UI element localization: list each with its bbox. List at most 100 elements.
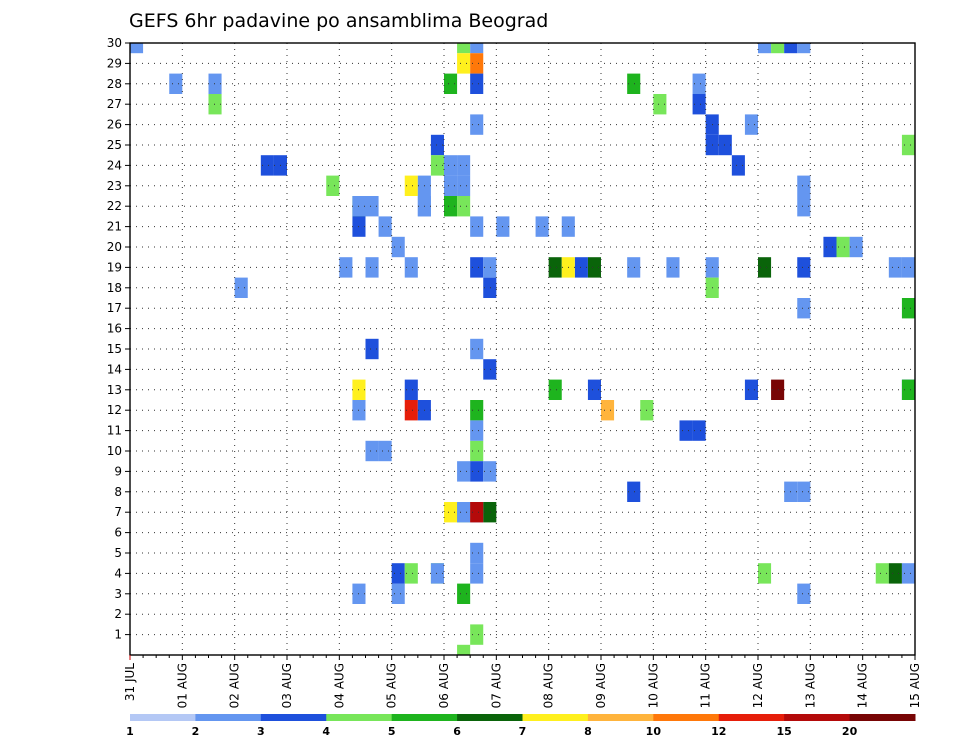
heatmap-cell: [470, 73, 484, 94]
heatmap-cell: [444, 502, 458, 523]
heatmap-cell: [457, 43, 471, 54]
y-tick-label: 6: [114, 526, 122, 540]
x-tick-label: 04 AUG: [332, 663, 346, 708]
x-tick-label: 13 AUG: [803, 663, 817, 708]
colorbar-segment: [522, 714, 589, 721]
heatmap-cell: [653, 94, 667, 115]
heatmap-cell: [208, 73, 222, 94]
heatmap-cell: [365, 338, 379, 360]
x-tick-label: 06 AUG: [437, 663, 451, 708]
heatmap-cell: [627, 481, 641, 502]
heatmap-cell: [365, 440, 379, 462]
heatmap-cell: [457, 461, 471, 482]
x-tick-label: 09 AUG: [594, 663, 608, 708]
x-tick-label: 08 AUG: [542, 663, 556, 708]
heatmap-cell: [470, 114, 484, 135]
x-tick-label: 01 AUG: [175, 663, 189, 708]
x-tick-label: 02 AUG: [228, 663, 242, 708]
heatmap-cell: [470, 400, 484, 421]
y-tick-label: 26: [107, 118, 122, 132]
heatmap-cell: [797, 196, 811, 217]
colorbar-segment: [718, 714, 785, 721]
plot-frame: [129, 42, 916, 656]
heatmap-cell: [444, 73, 458, 94]
heatmap-cell: [483, 461, 497, 482]
heatmap-cell: [404, 400, 418, 421]
colorbar-segment: [653, 714, 720, 721]
heatmap-cell: [470, 461, 484, 482]
heatmap-cell: [365, 257, 379, 278]
heatmap-cell: [457, 196, 471, 217]
heatmap-cell: [339, 257, 353, 278]
heatmap-cell: [470, 563, 484, 584]
heatmap-cell: [797, 298, 811, 319]
heatmap-cell: [587, 257, 601, 278]
colorbar-label: 20: [842, 725, 858, 738]
heatmap-cell: [548, 257, 562, 278]
x-tick-label: 14 AUG: [856, 663, 870, 708]
colorbar-label: 6: [453, 725, 461, 738]
colorbar-label: 2: [192, 725, 200, 738]
y-tick-label: 30: [107, 36, 122, 50]
x-axis: 31 JUL 01 AUG 02 AUG 03 AUG 04 AUG 05 AUG 06 A…: [123, 655, 922, 708]
heatmap-cell: [470, 257, 484, 278]
y-tick-label: 11: [107, 424, 122, 438]
x-tick-label: 05 AUG: [385, 663, 399, 708]
y-tick-label: 12: [107, 403, 122, 417]
y-tick-label: 22: [107, 199, 122, 213]
y-tick-label: 10: [107, 444, 122, 458]
heatmap-cell: [483, 359, 497, 380]
heatmap-cell: [758, 563, 772, 584]
y-tick-label: 2: [114, 607, 122, 621]
heatmap-cell: [823, 236, 837, 258]
x-tick-label: 11 AUG: [699, 663, 713, 708]
heatmap-cell: [365, 196, 379, 217]
heatmap-cell: [470, 440, 484, 462]
y-tick-label: 15: [107, 342, 122, 356]
chart-title: GEFS 6hr padavine po ansamblima Beograd: [129, 10, 548, 32]
y-tick-label: 17: [107, 301, 122, 315]
heatmap-cell: [260, 155, 274, 176]
x-tick-label: 15 AUG: [908, 663, 922, 708]
y-tick-label: 4: [114, 566, 122, 580]
heatmap-cells: [130, 43, 915, 655]
heatmap-cell: [679, 420, 693, 441]
colorbar: [130, 714, 916, 721]
heatmap-cell: [378, 440, 392, 462]
heatmap-cell: [391, 563, 405, 584]
y-tick-label: 3: [114, 587, 122, 601]
heatmap-cell: [574, 257, 588, 278]
colorbar-label: 5: [388, 725, 396, 738]
y-tick-label: 23: [107, 179, 122, 193]
heatmap-cell: [457, 583, 471, 604]
y-axis: 1234567891011121314151617181920212223242…: [107, 36, 130, 642]
colorbar-label: 7: [519, 725, 527, 738]
heatmap-cell: [470, 542, 484, 564]
heatmap-cell: [430, 563, 444, 584]
heatmap-cell: [692, 73, 706, 94]
y-tick-label: 8: [114, 485, 122, 499]
heatmap-cell: [404, 175, 418, 196]
heatmap-cell: [744, 114, 758, 135]
colorbar-segment: [391, 714, 458, 721]
heatmap-cell: [731, 155, 745, 176]
y-tick-label: 21: [107, 220, 122, 234]
x-tick-label: 31 JUL: [123, 663, 137, 701]
heatmap-cell: [404, 257, 418, 278]
heatmap-cell: [692, 94, 706, 115]
colorbar-label: 4: [322, 725, 330, 738]
colorbar-label: 1: [126, 725, 134, 738]
heatmap-cell: [888, 563, 902, 584]
heatmap-cell: [457, 175, 471, 196]
heatmap-cell: [444, 155, 458, 176]
colorbar-label: 10: [646, 725, 662, 738]
y-tick-label: 9: [114, 464, 122, 478]
x-tick-label: 03 AUG: [280, 663, 294, 708]
heatmap-cell: [587, 379, 601, 400]
colorbar-segment: [587, 714, 654, 721]
heatmap-cell: [784, 43, 798, 54]
heatmap-cell: [378, 216, 392, 237]
heatmap-cell: [457, 644, 471, 655]
heatmap-cell: [430, 155, 444, 176]
heatmap-cell: [797, 43, 811, 54]
